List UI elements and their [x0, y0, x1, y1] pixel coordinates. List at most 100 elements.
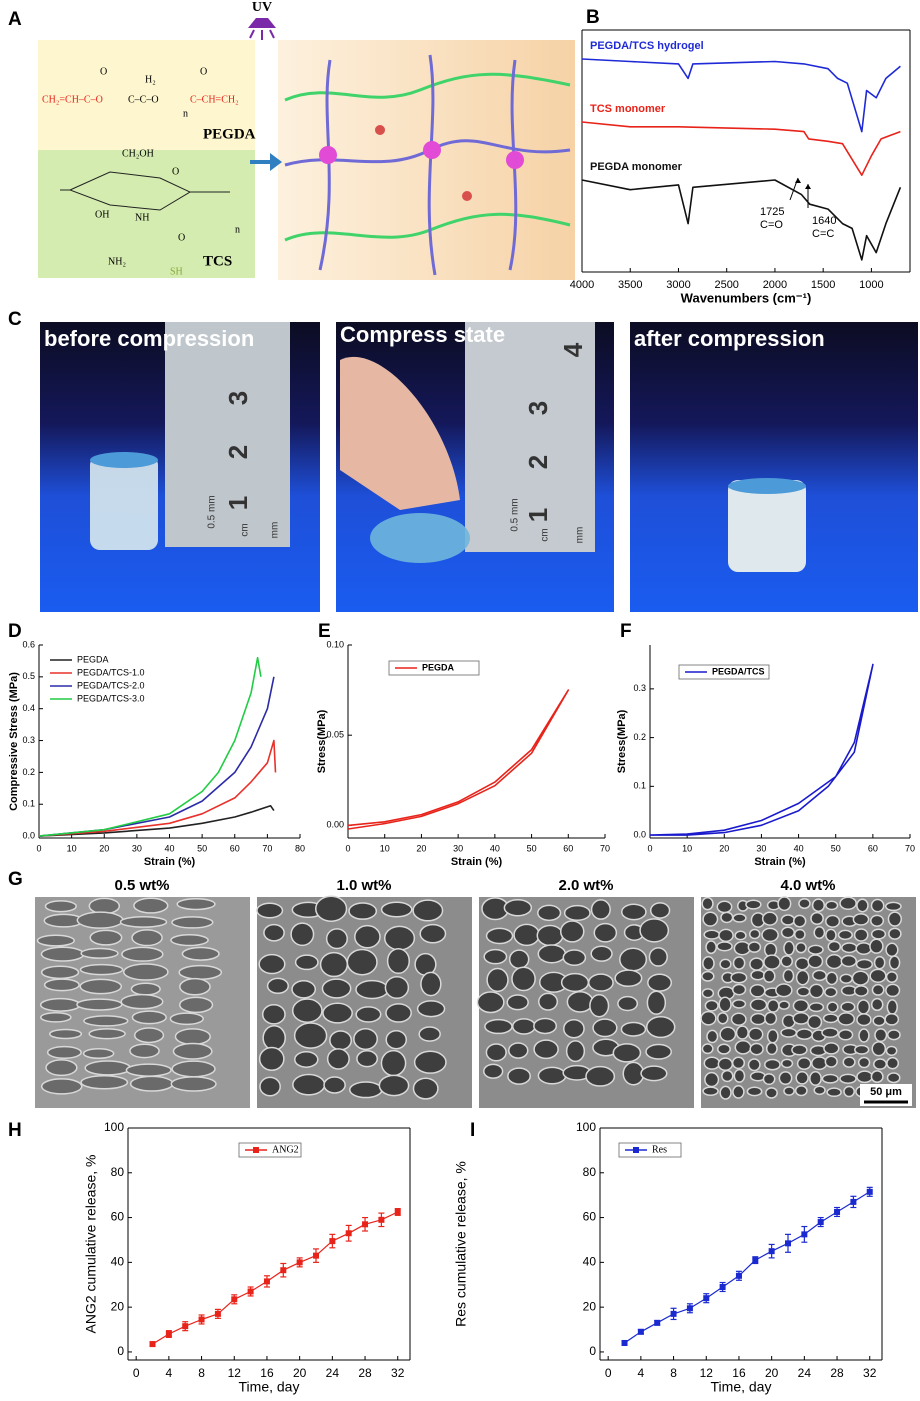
pore [750, 969, 766, 981]
x-tick-label: 28 [358, 1366, 372, 1380]
scale-bar-label: 50 μm [870, 1086, 902, 1098]
x-tick-label: 0 [647, 843, 652, 853]
arrow [250, 153, 282, 171]
pore [886, 999, 898, 1015]
pore [418, 1026, 441, 1042]
pore [826, 1001, 839, 1013]
pore [706, 1029, 719, 1044]
pore [703, 929, 721, 940]
pore [346, 948, 378, 976]
y-axis-title: Stress(MPa) [316, 709, 328, 773]
x-tick-label: 70 [905, 843, 915, 853]
legend-label: PEGDA/TCS-2.0 [77, 680, 145, 690]
pore [511, 1018, 536, 1035]
marker [850, 1198, 857, 1205]
pore [181, 946, 220, 961]
pore [884, 1012, 900, 1026]
pore [508, 1042, 529, 1059]
pore [294, 954, 319, 971]
y-tick-label: 0.00 [326, 820, 344, 830]
pore [585, 1065, 616, 1087]
pore [884, 901, 902, 912]
pore [807, 1014, 823, 1030]
pore [762, 969, 776, 984]
legend-frame [388, 660, 480, 676]
pore [620, 1021, 647, 1037]
pore [705, 940, 717, 955]
chem: CH₂OH [122, 148, 154, 159]
pore [701, 1043, 714, 1055]
x-tick-label: 32 [391, 1366, 405, 1380]
uv-label: UV [252, 0, 272, 15]
ruler [165, 322, 290, 547]
panel-label: H [8, 1120, 22, 1141]
caption: after compression [634, 326, 825, 351]
pore [841, 942, 858, 954]
pore [809, 1070, 822, 1086]
pore [179, 977, 211, 996]
legend-label: PEGDA monomer [590, 161, 683, 173]
marker [866, 1188, 873, 1195]
marker [280, 1267, 287, 1274]
pore [840, 1001, 856, 1013]
pore [356, 1050, 379, 1068]
pore [885, 971, 899, 983]
y-tick-label: 0.0 [633, 829, 646, 839]
pore [563, 1018, 585, 1039]
pore [733, 1068, 746, 1083]
pore [870, 898, 885, 913]
pore [837, 1029, 854, 1041]
series-line [38, 805, 275, 837]
chem: n [235, 224, 240, 235]
pore [853, 928, 869, 942]
crosslink [319, 146, 337, 164]
y-tick-label: 100 [576, 1120, 596, 1134]
pore [645, 1015, 676, 1039]
pore [562, 949, 587, 966]
x-tick-label: 60 [868, 843, 878, 853]
pore [329, 1030, 353, 1051]
pore [258, 1046, 285, 1072]
marker [362, 1221, 369, 1228]
caption: before compression [44, 326, 254, 351]
x-tick-label: 30 [756, 843, 766, 853]
marker [345, 1230, 352, 1237]
ruler-number: 2 [523, 455, 553, 469]
pore [325, 928, 348, 950]
pore [837, 1012, 856, 1026]
ruler-text: 0.5 mm [207, 495, 218, 528]
pore [874, 1028, 888, 1043]
y-tick-label: 0.1 [22, 799, 35, 809]
legend-frame [678, 664, 770, 680]
x-tick-label: 0 [36, 843, 41, 853]
pore [171, 1060, 216, 1078]
marker [834, 1208, 841, 1215]
series-line [581, 121, 901, 176]
x-tick-label: 40 [794, 843, 804, 853]
pore [76, 911, 124, 929]
pore [869, 968, 887, 983]
y-tick-label: 0.3 [633, 683, 646, 693]
pore [826, 1087, 842, 1098]
marker [182, 1323, 189, 1330]
chem: NH [135, 212, 149, 223]
y-tick-label: 0.2 [633, 732, 646, 742]
legend-label: Res [652, 1144, 667, 1155]
pore [718, 996, 732, 1013]
series-line [152, 1211, 398, 1345]
x-tick-label: 28 [830, 1366, 844, 1380]
pore [353, 1027, 379, 1051]
x-axis-title: Strain (%) [754, 856, 806, 868]
pore [778, 1071, 793, 1085]
marker [654, 1319, 661, 1326]
pore [533, 1039, 559, 1060]
pore [44, 900, 77, 913]
pore [45, 1059, 78, 1077]
panel-label: I [470, 1120, 475, 1141]
pore [593, 922, 618, 943]
chem: O [172, 166, 179, 177]
pore [825, 928, 837, 942]
pore [130, 982, 161, 996]
pore [483, 1063, 504, 1079]
panel-a: A UV O O H₂ CH₂=CH–C–O C–C–O n C–CH=CH₂ … [8, 0, 575, 280]
